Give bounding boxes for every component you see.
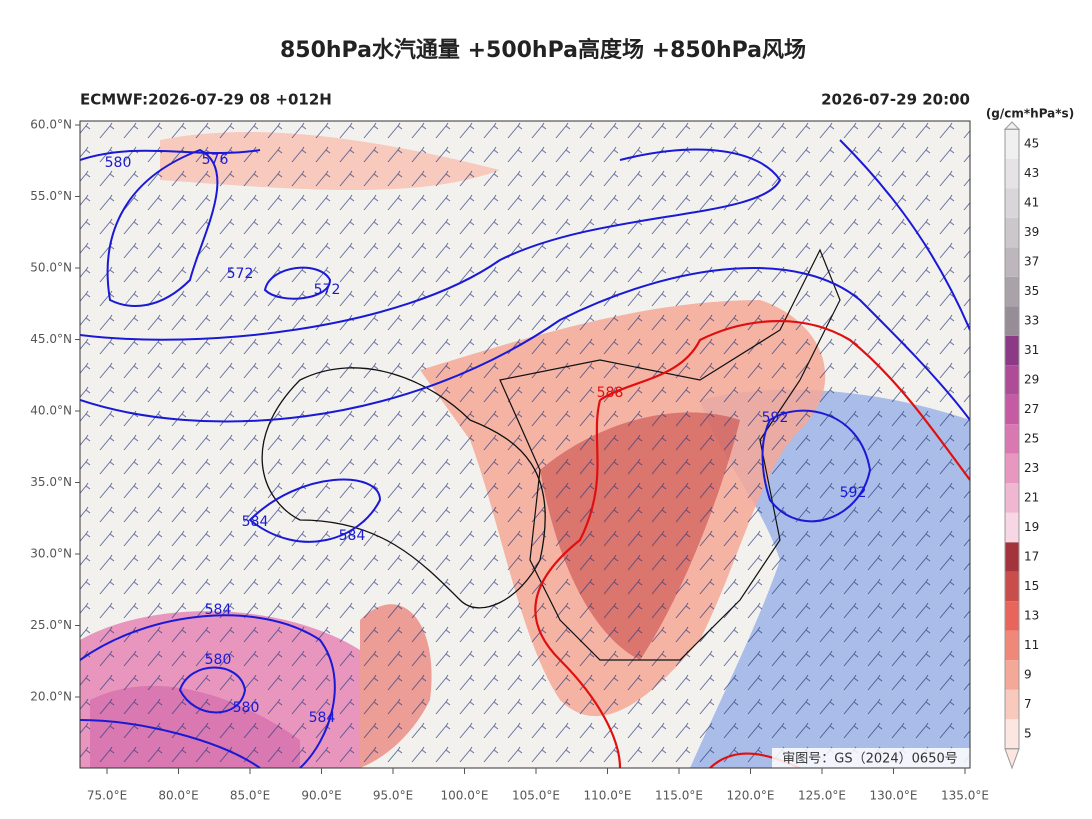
colorbar-label: 11 (1024, 638, 1039, 652)
colorbar-label: 29 (1024, 373, 1039, 387)
contour-label: 592 (762, 410, 789, 426)
colorbar-swatch (1005, 512, 1019, 543)
colorbar-label: 45 (1024, 137, 1039, 151)
colorbar: 5 7 9 11 13 15 17 19 21 23 25 27 29 31 33 35 37 39 41 43 45 (1003, 121, 1039, 770)
lon-label: 95.0°E (373, 789, 413, 803)
colorbar-swatch (1005, 158, 1019, 189)
lat-label: 35.0°N (30, 475, 72, 489)
lon-label: 110.0°E (584, 789, 632, 803)
contour-label: 580 (205, 652, 232, 668)
colorbar-swatch (1005, 335, 1019, 366)
contour-label: 584 (242, 514, 269, 530)
contour-label: 572 (227, 266, 254, 282)
colorbar-label: 39 (1024, 225, 1039, 239)
colorbar-label: 35 (1024, 284, 1039, 298)
lon-label: 85.0°E (230, 789, 270, 803)
contour-label: 592 (840, 485, 867, 501)
lat-label: 55.0°N (30, 189, 72, 203)
colorbar-label: 37 (1024, 255, 1039, 269)
lon-label: 75.0°E (87, 789, 127, 803)
colorbar-swatch (1005, 188, 1019, 218)
colorbar-swatch (1005, 630, 1019, 661)
colorbar-swatch (1005, 689, 1019, 720)
colorbar-label: 33 (1024, 314, 1039, 328)
colorbar-label: 25 (1024, 432, 1039, 446)
colorbar-label: 13 (1024, 609, 1039, 623)
lat-label: 50.0°N (30, 261, 72, 275)
colorbar-swatch (1005, 571, 1019, 602)
colorbar-swatch (1005, 217, 1019, 248)
colorbar-swatch (1005, 306, 1019, 336)
contour-label: 588 (597, 385, 624, 401)
contour-label: 584 (309, 710, 336, 726)
lat-label: 45.0°N (30, 332, 72, 346)
colorbar-swatch (1005, 601, 1019, 631)
lon-label: 135.0°E (941, 789, 989, 803)
lon-label: 120.0°E (727, 789, 775, 803)
colorbar-label: 21 (1024, 491, 1039, 505)
contour-label: 584 (205, 602, 232, 618)
colorbar-label: 43 (1024, 166, 1039, 180)
lat-label: 40.0°N (30, 404, 72, 418)
lon-label: 105.0°E (512, 789, 560, 803)
colorbar-label: 17 (1024, 550, 1039, 564)
title: 850hPa水汽通量 +500hPa高度场 +850hPa风场 (280, 37, 806, 63)
lon-label: 100.0°E (441, 789, 489, 803)
colorbar-swatch (1005, 365, 1019, 395)
colorbar-swatch (1005, 129, 1019, 159)
contour-label: 584 (339, 528, 366, 544)
colorbar-bottom-arrow (1004, 748, 1020, 770)
lon-label: 80.0°E (158, 789, 198, 803)
colorbar-swatch (1005, 276, 1019, 307)
lat-label: 60.0°N (30, 118, 72, 132)
contour-label: 580 (233, 700, 260, 716)
colorbar-label: 19 (1024, 520, 1039, 534)
colorbar-top-arrow (1003, 121, 1021, 130)
contour-label: 572 (314, 282, 341, 298)
lon-label: 130.0°E (870, 789, 918, 803)
colorbar-label: 5 (1024, 727, 1032, 741)
model-run: ECMWF:2026-07-29 08 +012H (80, 91, 332, 109)
lon-label: 90.0°E (301, 789, 341, 803)
colorbar-swatch (1005, 719, 1019, 749)
colorbar-swatch (1005, 660, 1019, 690)
colorbar-label: 23 (1024, 461, 1039, 475)
map-frame (79, 120, 971, 769)
lat-label: 30.0°N (30, 547, 72, 561)
lon-label: 125.0°E (798, 789, 846, 803)
colorbar-swatch (1005, 453, 1019, 484)
colorbar-swatch (1005, 247, 1019, 277)
colorbar-label: 31 (1024, 343, 1039, 357)
colorbar-swatch (1005, 424, 1019, 454)
valid-time: 2026-07-29 20:00 (821, 91, 970, 109)
colorbar-label: 15 (1024, 579, 1039, 593)
colorbar-unit: (g/cm*hPa*s) (986, 107, 1074, 121)
colorbar-swatch (1005, 542, 1019, 572)
lat-label: 25.0°N (30, 618, 72, 632)
watermark: 审图号：GS（2024）0650号 (782, 752, 958, 767)
contour-label: 576 (202, 152, 229, 168)
colorbar-label: 41 (1024, 196, 1039, 210)
colorbar-frame (1004, 128, 1020, 750)
lon-label: 115.0°E (655, 789, 703, 803)
colorbar-label: 7 (1024, 697, 1032, 711)
colorbar-label: 27 (1024, 402, 1039, 416)
colorbar-label: 9 (1024, 668, 1032, 682)
map-area: 580 576572572588592592584584584580580584 … (80, 121, 970, 768)
axis-labels: 60.0°N 55.0°N 50.0°N 45.0°N 40.0°N 35.0°N 30.0… (30, 118, 989, 803)
contour-label: 580 (105, 155, 132, 171)
lat-label: 20.0°N (30, 690, 72, 704)
colorbar-swatch (1005, 394, 1019, 425)
colorbar-swatch (1005, 483, 1019, 513)
